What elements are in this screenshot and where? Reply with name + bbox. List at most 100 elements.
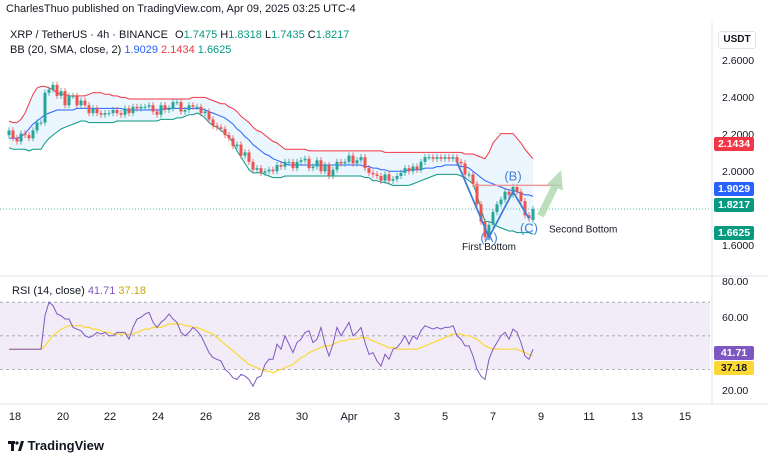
bb-upper-badge: 2.1434 [714,137,754,151]
close-price-badge: 1.8217 [714,198,754,212]
candle-body [431,157,435,159]
candle-body [19,133,23,142]
candle-body [311,166,315,169]
candle-body [223,128,227,136]
candle-body [183,110,187,112]
candle-body [267,169,271,172]
candle-body [227,135,231,139]
tv-logo-icon [8,439,24,451]
candle-body [139,106,143,109]
candle-body [83,100,87,106]
candle-body [499,199,503,205]
candle-body [7,130,11,136]
candle-body [395,176,399,180]
candle-body [515,187,519,192]
candle-body [119,113,123,115]
rsi-line [9,301,534,388]
x-tick: 20 [56,411,70,423]
candle-body [63,91,67,106]
price-tick: 2.4000 [722,92,755,104]
candle-body [359,157,363,161]
candle-body [387,174,391,181]
price-tick: 2.6000 [722,55,755,67]
candle-body [263,171,267,173]
candle-body [291,161,295,169]
candle-body [339,161,343,164]
candle-body [271,169,275,172]
candle-body [259,168,263,173]
candle-body [275,165,279,172]
candle-body [115,110,119,114]
candle-body [243,152,247,156]
bb-basis-badge: 1.9029 [714,182,754,196]
rsi-ma-line [9,323,534,374]
bb-legend[interactable]: BB (20, SMA, close, 2) 1.9029 2.1434 1.6… [10,44,231,56]
rsi-tick: 20.00 [722,385,749,397]
candle-body [175,102,179,104]
candle-body [91,108,95,114]
price-tick: 1.6000 [722,240,755,252]
candle-body [423,157,427,162]
tradingview-logo[interactable]: TradingView [8,438,104,453]
bb-lower-value: 1.6625 [197,44,232,56]
candle-body [191,105,195,107]
candle-body [295,161,299,169]
candle-body [99,113,103,115]
candle-body [251,161,255,170]
bb-basis-line [9,107,534,197]
pattern-annotation: (B) [504,169,521,184]
ohlc-open-label: O [175,29,184,41]
ohlc-open-value: 1.7475 [183,29,218,41]
candle-body [443,157,447,159]
candle-body [507,191,511,195]
ohlc-high-value: 1.8318 [228,29,262,41]
symbol-title[interactable]: XRP / TetherUS · 4h · BINANCE [10,29,168,41]
candle-body [475,183,479,205]
candle-body [471,174,475,184]
currency-button[interactable]: USDT [718,31,756,49]
candle-body [55,84,59,96]
ohlc-close-label: C [307,29,316,41]
candle-body [319,160,323,172]
candle-body [315,160,319,167]
candle-body [331,169,335,176]
candle-body [159,105,163,115]
candle-body [131,106,135,114]
candle-body [123,108,127,115]
candle-body [15,138,19,142]
bollinger-band-fill [9,86,533,235]
x-tick: 7 [489,411,497,423]
rsi-tick: 60.00 [722,312,749,324]
candle-body [59,91,63,96]
candle-body [343,161,347,164]
candle-body [531,209,535,220]
candle-body [87,105,91,114]
candle-body [103,113,107,115]
candle-body [147,105,151,107]
candle-body [135,106,139,109]
candle-body [111,110,115,114]
candle-body [287,161,291,163]
x-tick: 30 [295,411,309,423]
candle-body [375,174,379,176]
rsi-legend[interactable]: RSI (14, close) 41.71 37.18 [12,285,146,297]
symbol-line: XRP / TetherUS · 4h · BINANCE O1.7475 H1… [10,29,349,41]
candle-body [307,158,311,169]
candle-body [35,122,39,131]
candle-body [23,133,27,136]
ohlc-high-label: H [220,29,229,41]
candle-body [403,168,407,173]
pattern-annotation: (A) [480,230,497,245]
candle-body [363,157,367,169]
x-tick: 28 [247,411,261,423]
candle-body [195,106,199,108]
candle-body [247,152,251,162]
ohlc-low-value: 1.7435 [271,29,305,41]
candle-body [211,119,215,126]
candle-body [203,111,207,114]
candle-body [451,157,455,159]
bb-lower-badge: 1.6625 [714,226,754,240]
publisher-line: CharlesThuo published on TradingView.com… [6,3,356,15]
bullish-arrow [537,170,563,218]
